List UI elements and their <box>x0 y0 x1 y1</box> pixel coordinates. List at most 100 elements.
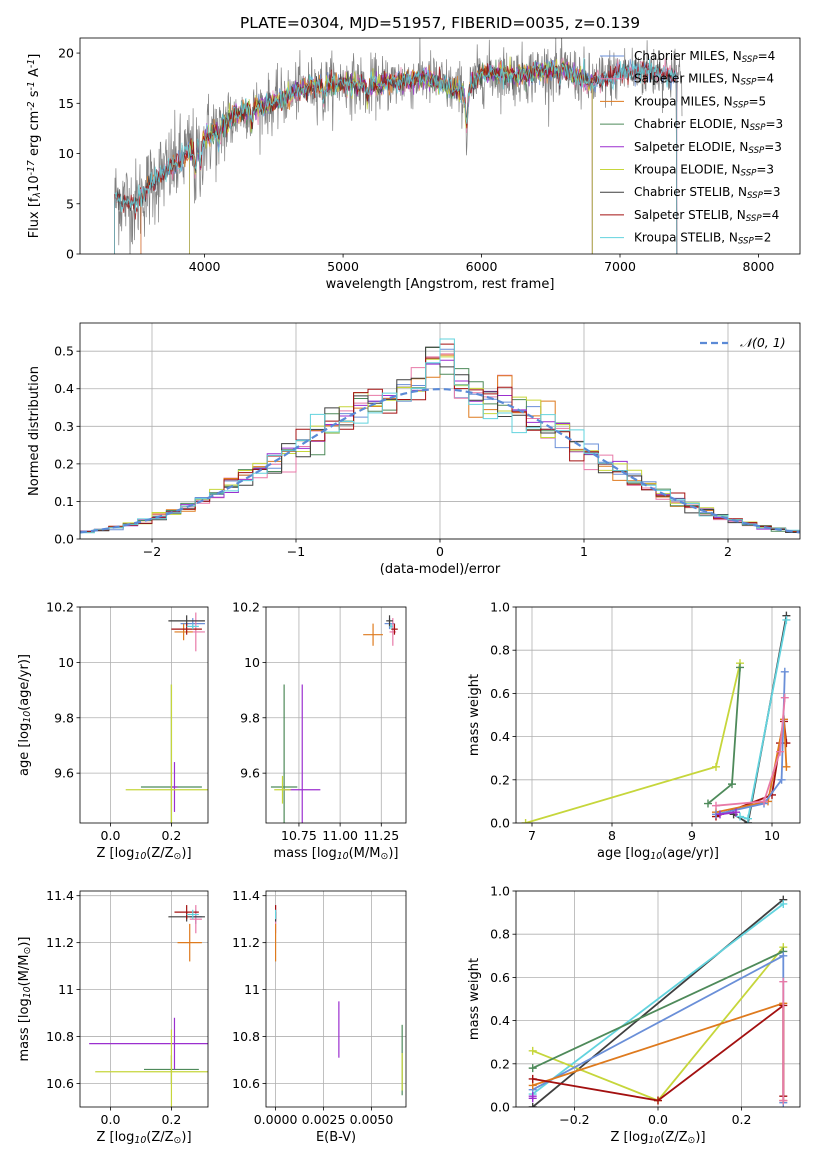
legend-entry: Chabrier ELODIE, NSSP=3 <box>634 117 783 133</box>
mass-weight-vs-age-panel-xlabel: age [log10(age/yr)] <box>597 846 719 862</box>
mass-weight-marker <box>712 762 720 771</box>
y-tick-label: 0.2 <box>54 456 74 471</box>
x-tick-label: 0.0000 <box>254 1112 298 1127</box>
mass-weight-marker <box>716 810 724 819</box>
mass-weight-marker <box>782 739 791 748</box>
mass-vs-metallicity-panel-xlabel: Z [log10(Z/Z⊙)] <box>96 1130 191 1146</box>
y-tick-label: 1.0 <box>490 884 510 899</box>
mass-vs-metallicity-panel-grid <box>80 891 208 1107</box>
mass-weight-vs-age-panel: 7 8 9 10 0.0 0.2 0.4 0.6 0.8 1.0 age [log10(age/yr… <box>467 600 801 862</box>
y-tick-label: 0.0 <box>54 532 74 547</box>
chart-title: PLATE=0304, MJD=51957, FIBERID=0035, z=0… <box>240 14 640 32</box>
x-tick-label: 1 <box>580 544 588 559</box>
legend-entry: Kroupa ELODIE, NSSP=3 <box>634 163 774 179</box>
legend-entry: Kroupa MILES, NSSP=5 <box>634 94 766 110</box>
y-tick-label: 0.1 <box>54 494 74 509</box>
mass-weight-line <box>715 719 788 814</box>
mass-weight-marker <box>777 775 786 784</box>
mass-weight-marker <box>528 1064 537 1073</box>
x-tick-label: 0.2 <box>732 1112 752 1127</box>
mass-vs-metallicity-panel-ticks: 0.0 0.2 10.6 10.8 11 11.2 11.4 <box>46 888 181 1127</box>
mass-weight-marker <box>744 814 752 823</box>
y-tick-label: 0.8 <box>490 927 510 942</box>
legend-entry: Kroupa STELIB, NSSP=2 <box>634 231 771 247</box>
model-spectrum-line <box>114 57 678 254</box>
y-tick-label: 0 <box>66 247 74 262</box>
mass-vs-ebv-panel-plot-area <box>274 905 403 1096</box>
y-tick-label: 0.0 <box>490 1100 510 1115</box>
spectrum-panel-plot-area <box>114 38 683 254</box>
mass-weight-marker <box>712 801 720 810</box>
y-tick-label: 11.2 <box>46 935 74 950</box>
y-tick-label: 10 <box>58 655 74 670</box>
residual-histogram-panel-frame <box>79 322 801 540</box>
mass-weight-marker <box>732 808 740 817</box>
y-tick-label: 11.2 <box>232 935 260 950</box>
age-vs-mass-panel-plot-area <box>270 615 398 823</box>
residual-histogram-panel-ticks: −2 −1 0 1 2 0.0 0.1 0.2 0.3 0.4 0.5 <box>54 344 732 559</box>
mass-weight-marker <box>776 747 784 756</box>
mass-weight-vs-metallicity-panel-ylabel: mass weight <box>467 958 482 1040</box>
y-tick-label: 0.4 <box>490 729 510 744</box>
x-tick-label: 2 <box>724 544 732 559</box>
mass-weight-marker <box>782 615 791 624</box>
mass-weight-marker <box>521 819 530 823</box>
spectrum-panel: 4000 5000 6000 7000 8000 0 5 10 15 20 PLATE=0304, … <box>26 14 801 292</box>
x-tick-label: 0.0025 <box>302 1112 346 1127</box>
x-tick-label: 10 <box>764 828 780 843</box>
mass-weight-vs-age-panel-ylabel: mass weight <box>467 674 482 756</box>
x-tick-label: 11.00 <box>322 828 358 843</box>
y-tick-label: 0.6 <box>490 970 510 985</box>
age-vs-metallicity-panel-ticks: 0.0 0.2 9.6 9.8 10 10.2 <box>46 600 181 844</box>
mass-weight-marker <box>779 977 788 986</box>
mass-vs-metallicity-panel-ylabel: mass [log10(M/M⊙)] <box>17 937 33 1062</box>
x-tick-label: −1 <box>287 544 305 559</box>
legend-entry: Salpeter MILES, NSSP=4 <box>634 72 774 88</box>
spectrum-panel-frame <box>79 37 801 255</box>
x-tick-label: −2 <box>143 544 161 559</box>
mass-weight-marker <box>779 1096 788 1105</box>
x-tick-label: 0.2 <box>161 828 181 843</box>
spectrum-panel-ticks: 4000 5000 6000 7000 8000 0 5 10 15 20 <box>58 46 774 274</box>
residual-histogram-panel: −2 −1 0 1 2 0.0 0.1 0.2 0.3 0.4 0.5 𝒩(0, 1) (data-mo… <box>27 322 801 577</box>
mass-weight-marker <box>782 762 791 771</box>
legend-entry: 𝒩(0, 1) <box>740 335 786 350</box>
mass-weight-vs-metallicity-panel-ticks: −0.2 0.0 0.2 0.0 0.2 0.4 0.6 0.8 1.0 <box>490 884 751 1128</box>
x-tick-label: 11.25 <box>363 828 399 843</box>
spectrum-legend: Chabrier MILES, NSSP=4 Salpeter MILES, NS… <box>600 49 783 247</box>
mass-vs-ebv-panel-ticks: 0.0000 0.0025 0.0050 10.6 10.8 11 11.2 11.4 <box>232 888 393 1127</box>
mass-weight-line <box>532 903 784 1095</box>
gaussian-reference-curve <box>80 387 800 534</box>
y-tick-label: 10 <box>244 655 260 670</box>
y-tick-label: 0.3 <box>54 419 74 434</box>
mass-weight-marker <box>779 951 788 960</box>
mass-weight-line <box>733 615 788 823</box>
age-vs-mass-panel: 10.75 11.00 11.25 9.6 9.8 10 10.2 mass [log10(M… <box>232 600 407 862</box>
mass-weight-marker <box>779 899 788 908</box>
mass-weight-line <box>525 662 741 823</box>
y-tick-label: 10.8 <box>46 1029 74 1044</box>
y-tick-label: 10.2 <box>46 600 74 615</box>
y-tick-label: 20 <box>58 46 74 61</box>
x-tick-label: 8000 <box>743 259 775 274</box>
mass-weight-marker <box>528 1046 537 1055</box>
y-tick-label: 10 <box>58 146 74 161</box>
y-tick-label: 11 <box>244 982 260 997</box>
mass-vs-ebv-panel-frame <box>265 890 407 1108</box>
y-tick-label: 15 <box>58 96 74 111</box>
mass-weight-vs-metallicity-panel-frame <box>515 890 801 1108</box>
spectrum-panel-ylabel: Flux [fλ10-17 erg cm-2 s-1 A-1] <box>26 54 43 239</box>
mass-weight-marker <box>736 663 744 672</box>
residual-histogram-panel-ylabel: Normed distribution <box>27 366 42 496</box>
y-tick-label: 5 <box>66 196 74 211</box>
age-vs-mass-panel-xlabel: mass [log10(M/M⊙)] <box>274 846 399 862</box>
mass-weight-vs-age-panel-grid <box>516 606 800 824</box>
x-tick-label: 10.75 <box>281 828 317 843</box>
y-tick-label: 0.6 <box>490 686 510 701</box>
age-vs-metallicity-panel: 0.0 0.2 9.6 9.8 10 10.2 Z [log10(Z/Z⊙)] age [lo… <box>17 600 209 862</box>
age-vs-mass-panel-frame <box>265 606 407 824</box>
y-tick-label: 0.8 <box>490 643 510 658</box>
age-vs-metallicity-panel-xlabel: Z [log10(Z/Z⊙)] <box>96 846 191 862</box>
x-tick-label: 9 <box>688 828 696 843</box>
x-tick-label: 8 <box>608 828 616 843</box>
